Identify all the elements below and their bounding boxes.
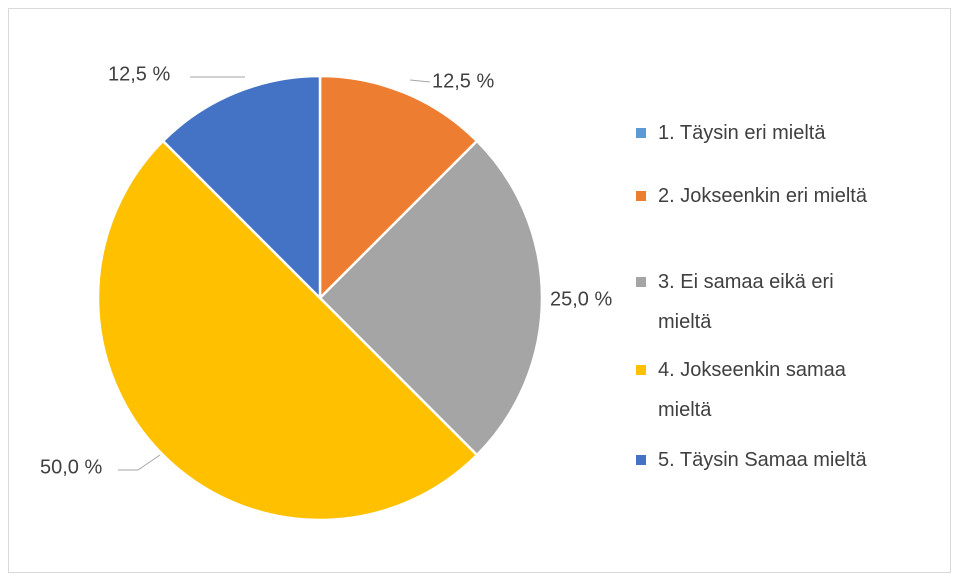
leader-line (118, 454, 161, 471)
pie-slice (96, 139, 479, 522)
data-label: 12,5 % (108, 63, 170, 85)
data-label: 50,0 % (40, 456, 102, 478)
pie-slice (161, 74, 322, 302)
legend-swatch (636, 455, 646, 465)
legend-label: 3. Ei samaa eikä eri mieltä (658, 271, 834, 333)
legend-item: 3. Ei samaa eikä eri mieltä (636, 262, 886, 342)
legend-label: 2. Jokseenkin eri mieltä (658, 185, 867, 207)
leader-line (409, 79, 431, 83)
legend-label: 5. Täysin Samaa mieltä (658, 449, 867, 471)
legend-item: 2. Jokseenkin eri mieltä (636, 176, 886, 216)
legend-swatch (636, 191, 646, 201)
legend-item: 1. Täysin eri mieltä (636, 113, 886, 153)
legend-item: 4. Jokseenkin samaa mieltä (636, 350, 886, 430)
pie-slice (318, 139, 544, 457)
pie-slice (318, 74, 479, 302)
legend-swatch (636, 128, 646, 138)
legend-swatch (636, 365, 646, 375)
legend-item: 5. Täysin Samaa mieltä (636, 440, 886, 480)
data-label: 25,0 % (550, 288, 612, 310)
legend-label: 4. Jokseenkin samaa mieltä (658, 359, 846, 421)
legend-label: 1. Täysin eri mieltä (658, 122, 826, 144)
legend-swatch (636, 277, 646, 287)
data-label: 12,5 % (432, 70, 494, 92)
